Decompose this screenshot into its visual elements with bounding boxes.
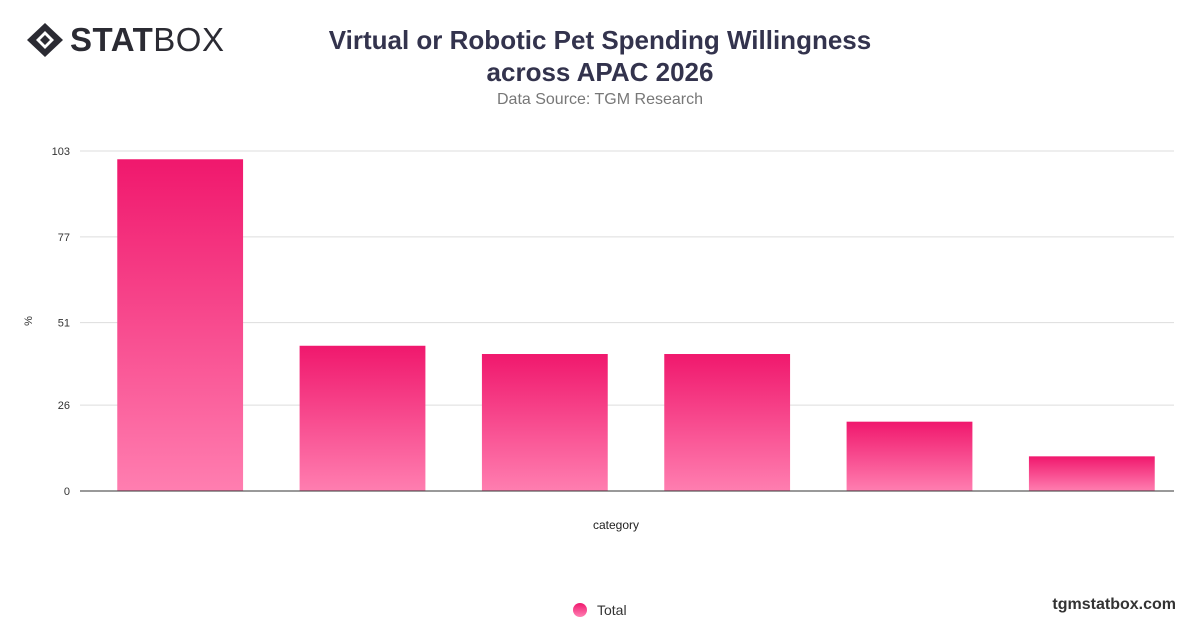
y-tick-label: 0 bbox=[64, 486, 70, 498]
y-tick-label: 103 bbox=[52, 146, 70, 158]
legend-swatch bbox=[573, 603, 587, 617]
logo-text: STATBOX bbox=[70, 21, 225, 58]
bar[interactable] bbox=[846, 421, 973, 491]
y-tick-label: 51 bbox=[58, 318, 70, 330]
bar[interactable] bbox=[481, 354, 608, 491]
site-footer: tgmstatbox.com bbox=[1052, 596, 1176, 613]
bar[interactable] bbox=[664, 354, 791, 491]
chart-title: Virtual or Robotic Pet Spending Willingn… bbox=[328, 25, 872, 87]
legend-label: Total bbox=[597, 602, 627, 618]
bar[interactable] bbox=[117, 159, 244, 491]
y-tick-label: 26 bbox=[58, 400, 70, 412]
chart-subtitle: Data Source: TGM Research bbox=[496, 91, 703, 108]
bar[interactable] bbox=[299, 345, 426, 491]
statbox-logo-icon bbox=[27, 23, 63, 57]
legend: Total bbox=[573, 602, 627, 618]
y-tick-label: 77 bbox=[58, 232, 70, 244]
bar[interactable] bbox=[1028, 456, 1155, 491]
x-axis-label: category bbox=[593, 518, 639, 532]
logo: STATBOX bbox=[26, 22, 224, 58]
y-axis-label: % bbox=[23, 316, 35, 326]
